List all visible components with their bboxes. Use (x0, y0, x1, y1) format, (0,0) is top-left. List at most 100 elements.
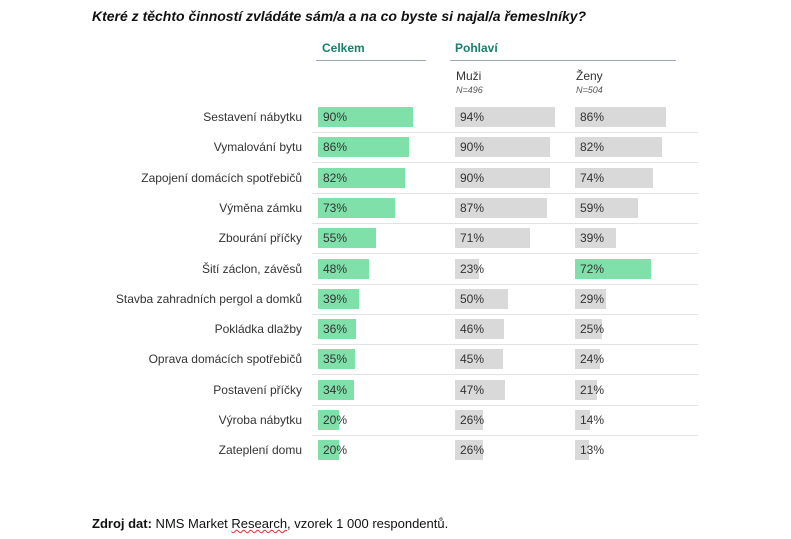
data-label-muzi: 46% (460, 322, 485, 337)
row-separator (312, 404, 698, 406)
data-label-zeny: 14% (580, 413, 605, 427)
bar-muzi (455, 319, 504, 340)
source-label: Zdroj dat: (92, 516, 152, 531)
data-label-muzi: 45% (460, 352, 485, 367)
data-label-zeny: 72% (580, 261, 605, 276)
data-label-zeny: 39% (580, 231, 605, 246)
row-separator (312, 435, 698, 436)
bar-zeny (575, 288, 606, 309)
row-label: Oprava domácích spotřebičů (148, 352, 302, 367)
row-label: Výměna zámku (219, 200, 302, 215)
bar-celkem (318, 379, 355, 400)
bar-zeny (575, 167, 654, 188)
row-separator (312, 192, 698, 194)
data-label-zeny: 13% (580, 443, 605, 458)
data-label-muzi: 26% (460, 413, 485, 427)
bar-zeny (575, 319, 602, 340)
bar-celkem (318, 258, 369, 279)
bar-celkem (318, 197, 396, 218)
bar-muzi (455, 288, 508, 309)
bar-muzi (455, 258, 480, 279)
data-label-muzi: 71% (460, 231, 485, 246)
data-label-celkem: 20% (323, 413, 348, 427)
source-text-after: , vzorek 1 000 respondentů. (287, 516, 449, 531)
bar-celkem (318, 349, 356, 370)
bar-muzi (455, 167, 551, 188)
data-label-muzi: 94% (460, 110, 485, 124)
row-separator (312, 222, 698, 224)
column-sub-muzi: N=496 (456, 85, 483, 95)
bar-zeny (575, 228, 617, 249)
data-label-zeny: 25% (580, 322, 605, 337)
bar-zeny (575, 379, 598, 400)
data-label-muzi: 90% (460, 140, 485, 155)
bar-muzi (455, 228, 531, 249)
data-label-muzi: 50% (460, 291, 485, 306)
bar-muzi (455, 137, 551, 158)
data-label-zeny: 82% (580, 140, 605, 155)
data-label-muzi: 26% (460, 443, 485, 458)
bar-celkem (318, 167, 405, 188)
group-header-celkem: Celkem (322, 41, 365, 55)
bar-celkem (318, 228, 377, 249)
bar-celkem (318, 319, 357, 340)
row-separator (312, 313, 698, 315)
row-separator (312, 253, 698, 255)
row-label: Vymalování bytu (213, 140, 302, 155)
data-label-celkem: 34% (323, 382, 348, 397)
row-label: Stavba zahradních pergol a domků (115, 291, 302, 306)
source-text-before: NMS Market (151, 516, 232, 531)
column-header-zeny: Ženy (576, 69, 603, 83)
row-separator (312, 132, 698, 133)
data-label-muzi: 47% (460, 382, 485, 397)
header-underline-celkem (316, 60, 426, 61)
bar-zeny (575, 410, 590, 430)
data-label-celkem: 39% (323, 291, 348, 306)
data-label-celkem: 36% (323, 322, 348, 337)
bar-muzi (455, 410, 483, 430)
data-label-celkem: 35% (323, 352, 348, 367)
bar-zeny (575, 197, 638, 218)
data-label-zeny: 29% (580, 291, 605, 306)
data-label-celkem: 20% (323, 443, 348, 458)
row-label: Postavení příčky (213, 382, 302, 397)
row-label: Zbourání příčky (218, 231, 302, 246)
chart-title: Které z těchto činností zvládáte sám/a a… (92, 8, 587, 24)
data-label-muzi: 87% (460, 200, 485, 215)
bar-celkem (318, 288, 360, 309)
column-header-muzi: Muži (456, 69, 482, 83)
data-label-celkem: 82% (323, 170, 348, 185)
bar-celkem (318, 410, 340, 430)
bar-celkem (318, 440, 340, 461)
data-label-muzi: 90% (460, 170, 485, 185)
row-label: Sestavení nábytku (203, 110, 302, 124)
data-label-celkem: 90% (323, 110, 348, 124)
row-separator (312, 162, 698, 164)
row-separator (312, 374, 698, 376)
data-label-celkem: 48% (323, 261, 348, 276)
data-label-zeny: 86% (580, 110, 605, 124)
data-label-zeny: 74% (580, 170, 605, 185)
row-separator (312, 344, 698, 346)
bar-zeny (575, 137, 662, 158)
bar-muzi (455, 197, 548, 218)
source-note: Zdroj dat: NMS Market Research, vzorek 1… (92, 516, 448, 531)
bar-celkem (318, 137, 410, 158)
row-label: Šití záclon, závěsů (201, 261, 302, 276)
row-label: Výroba nábytku (218, 413, 302, 427)
source-text-marked: Research (231, 516, 288, 531)
data-label-muzi: 23% (460, 261, 485, 276)
bar-zeny (575, 258, 652, 279)
data-label-zeny: 59% (580, 200, 605, 215)
data-label-celkem: 73% (323, 200, 348, 215)
data-label-celkem: 86% (323, 140, 348, 155)
column-sub-zeny: N=504 (576, 85, 603, 95)
header-underline-pohlavi (450, 60, 676, 61)
bar-celkem (318, 107, 414, 127)
row-label: Zapojení domácích spotřebičů (141, 170, 302, 185)
bar-muzi (455, 379, 505, 400)
bar-zeny (575, 349, 601, 370)
bar-muzi (455, 107, 555, 127)
bar-zeny (575, 440, 589, 461)
data-label-celkem: 55% (323, 231, 348, 246)
